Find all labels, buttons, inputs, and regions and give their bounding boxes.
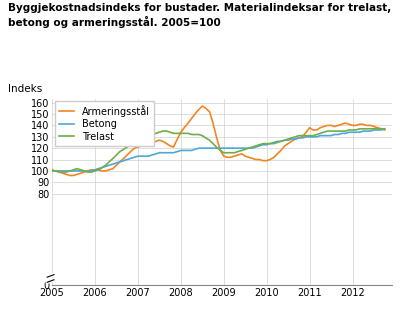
Trelast [382, 127, 387, 131]
Trelast [304, 134, 308, 138]
Betong [136, 154, 140, 158]
Legend: Armeringsstål, Betong, Trelast: Armeringsstål, Betong, Trelast [55, 101, 154, 146]
Betong [250, 146, 255, 150]
Trelast [358, 127, 362, 131]
Trelast [254, 144, 258, 148]
Armeringsstål [257, 158, 262, 162]
Armeringsstål [50, 168, 54, 172]
Armeringsstål [192, 112, 197, 116]
Betong [300, 136, 305, 140]
Trelast [110, 156, 115, 160]
Trelast [182, 132, 187, 135]
Armeringsstål [139, 144, 144, 148]
Betong [189, 148, 194, 152]
Text: Indeks: Indeks [8, 84, 42, 94]
Text: Byggjekostnadsindeks for bustader. Materialindeksar for trelast,
betong og armer: Byggjekostnadsindeks for bustader. Mater… [8, 3, 391, 28]
Line: Trelast: Trelast [52, 129, 385, 172]
Armeringsstål [200, 104, 205, 108]
Betong [50, 169, 54, 173]
Trelast [50, 169, 54, 173]
Trelast [139, 137, 144, 141]
Armeringsstål [382, 128, 387, 132]
Armeringsstål [110, 167, 115, 171]
Line: Betong: Betong [52, 129, 385, 171]
Betong [382, 127, 387, 131]
Armeringsstål [182, 126, 187, 130]
Line: Armeringsstål: Armeringsstål [52, 106, 385, 175]
Trelast [57, 170, 62, 174]
Armeringsstål [68, 173, 72, 177]
Armeringsstål [307, 126, 312, 130]
Betong [107, 163, 112, 167]
Betong [178, 148, 183, 152]
Trelast [192, 132, 197, 136]
